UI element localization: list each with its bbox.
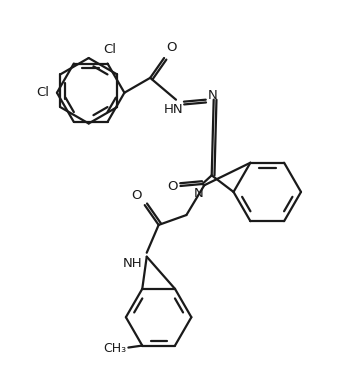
Text: O: O (167, 180, 177, 194)
Text: Cl: Cl (103, 43, 116, 56)
Text: CH₃: CH₃ (103, 342, 126, 355)
Text: NH: NH (123, 257, 143, 270)
Text: N: N (194, 187, 203, 200)
Text: O: O (166, 41, 176, 54)
Text: O: O (131, 189, 142, 202)
Text: Cl: Cl (36, 86, 49, 99)
Text: HN: HN (164, 103, 184, 116)
Text: N: N (208, 89, 217, 102)
